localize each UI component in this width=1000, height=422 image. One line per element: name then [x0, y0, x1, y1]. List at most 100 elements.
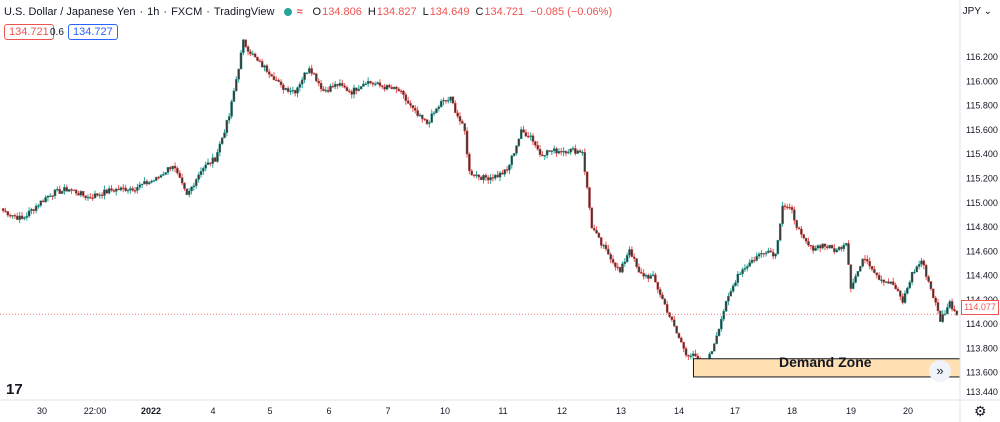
symbol-name[interactable]: U.S. Dollar / Japanese Yen: [4, 6, 136, 18]
candle: [816, 245, 820, 249]
candle: [173, 165, 177, 169]
candle: [684, 348, 688, 356]
sell-price-button[interactable]: 134.721: [4, 24, 54, 40]
candle: [465, 130, 469, 155]
candle: [797, 227, 801, 230]
scroll-to-realtime-icon[interactable]: »: [929, 360, 951, 382]
candle: [206, 162, 210, 165]
candle: [32, 209, 36, 211]
candle: [423, 118, 426, 121]
candle: [449, 96, 452, 101]
candle: [932, 288, 935, 299]
candle: [583, 152, 587, 172]
y-tick-label: 114.600: [966, 246, 998, 256]
candle: [376, 82, 379, 85]
candle: [65, 187, 69, 192]
candle: [392, 86, 396, 90]
candle: [159, 175, 163, 178]
candle: [51, 195, 54, 197]
candle: [611, 259, 615, 263]
candle: [741, 269, 744, 274]
candle: [308, 68, 311, 73]
spread-value: 0.6: [50, 27, 64, 38]
candle: [762, 253, 765, 255]
candle: [89, 196, 92, 199]
tradingview-logo[interactable]: 17: [6, 381, 23, 398]
candle: [183, 182, 186, 189]
candle: [470, 170, 474, 176]
candle: [44, 197, 47, 203]
candle: [277, 79, 280, 82]
candle: [651, 274, 655, 276]
candle: [851, 282, 855, 289]
candle: [249, 51, 252, 55]
currency-selector[interactable]: JPY ⌄: [962, 6, 992, 17]
x-tick-label: 30: [37, 406, 47, 416]
candle: [510, 155, 514, 166]
candle: [472, 174, 476, 177]
candle: [484, 175, 488, 178]
candle: [920, 260, 923, 265]
candle: [802, 234, 806, 239]
candle: [4, 210, 7, 213]
candle: [889, 281, 893, 284]
candle: [574, 148, 577, 154]
candle: [515, 145, 518, 154]
candle: [366, 80, 370, 85]
x-tick-label: 10: [440, 406, 450, 416]
candle: [388, 85, 391, 88]
candle: [590, 207, 594, 229]
candle: [691, 353, 695, 357]
candle: [345, 87, 349, 92]
interval[interactable]: 1h: [147, 6, 160, 18]
separator: ·: [206, 6, 210, 18]
candle: [74, 189, 78, 194]
candle: [505, 169, 509, 171]
separator: ·: [139, 6, 144, 18]
low-label: L: [422, 6, 429, 18]
candle: [315, 73, 318, 82]
candle: [738, 273, 742, 275]
candle: [355, 87, 358, 91]
candle: [595, 230, 598, 234]
candle: [913, 271, 916, 274]
candle: [298, 84, 302, 88]
candle: [343, 85, 346, 88]
buy-price-button[interactable]: 134.727: [68, 24, 118, 40]
candle: [922, 260, 926, 266]
y-tick-label: 115.800: [966, 101, 998, 111]
candle: [840, 246, 843, 250]
y-tick-label: 113.600: [966, 368, 998, 378]
candle: [395, 86, 398, 90]
candle: [324, 89, 328, 92]
candle: [616, 266, 620, 269]
close-label: C: [475, 6, 484, 18]
wave-icon[interactable]: ≈: [296, 6, 303, 18]
candle: [477, 174, 481, 178]
candle: [623, 261, 627, 264]
gear-icon[interactable]: ⚙: [974, 403, 987, 419]
candle: [468, 153, 471, 172]
candle: [202, 168, 205, 172]
candle: [557, 151, 561, 154]
candle: [11, 215, 14, 217]
candle: [409, 103, 412, 106]
candle: [350, 91, 353, 95]
candle: [187, 190, 191, 195]
candle: [642, 272, 645, 277]
x-tick-label: 22:00: [84, 406, 107, 416]
candle: [91, 197, 94, 199]
candle: [614, 262, 617, 268]
candle: [494, 174, 497, 179]
candle: [310, 68, 313, 74]
candle: [364, 83, 368, 86]
candle: [357, 88, 360, 91]
candle: [338, 82, 342, 86]
candle: [795, 220, 798, 228]
candle: [567, 152, 570, 154]
candle: [868, 260, 871, 267]
candle: [145, 180, 149, 185]
candle: [550, 150, 554, 153]
candle: [246, 46, 250, 52]
